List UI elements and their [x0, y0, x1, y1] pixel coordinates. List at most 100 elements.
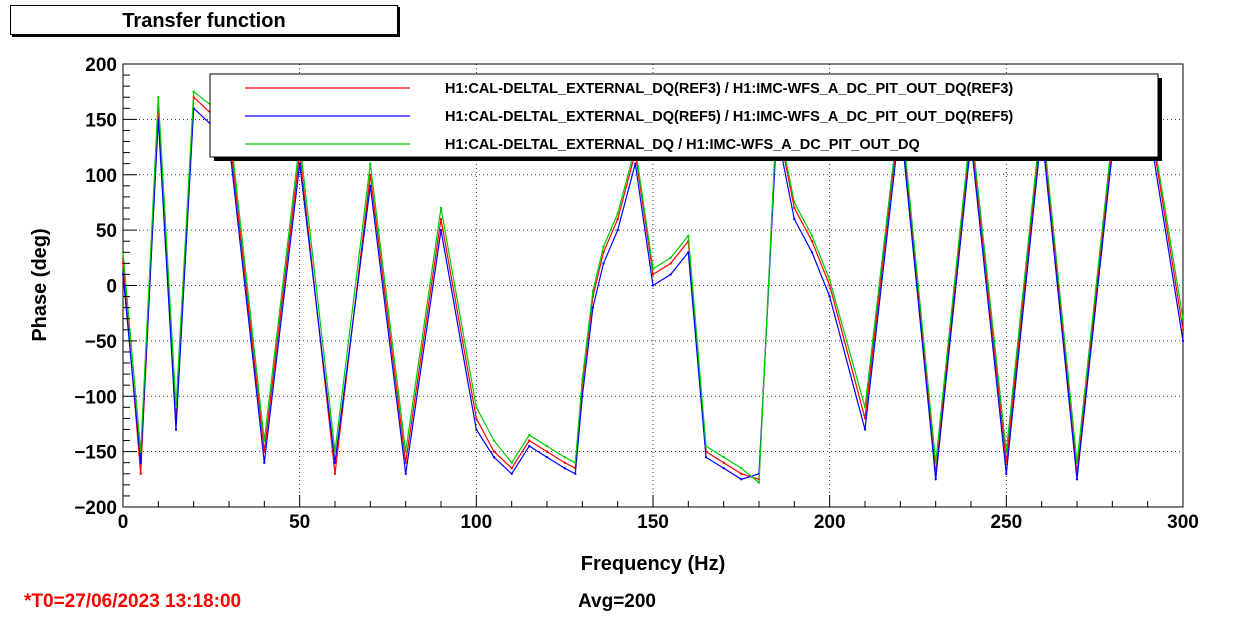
series-2-point	[722, 456, 725, 459]
series-1-point	[1005, 472, 1008, 475]
t0-timestamp: *T0=27/06/2023 13:18:00	[24, 591, 242, 612]
axis-layer: 0 50 100 150 200 250 300 −200 −150 −100 −50 0 50 100 1…	[74, 55, 1199, 533]
series-2-point	[157, 96, 160, 99]
x-tick-label: 150	[637, 512, 669, 533]
x-tick-label: 100	[460, 512, 492, 533]
series-2-point	[591, 289, 595, 293]
series-0-point	[563, 461, 566, 464]
x-axis-label: Frequency (Hz)	[581, 553, 725, 575]
series-0-point	[528, 439, 531, 442]
series-0-point	[793, 206, 796, 210]
series-2-point	[439, 206, 443, 210]
y-tick-label: −150	[74, 443, 117, 464]
series-0-point	[810, 240, 814, 243]
series-1-point	[563, 467, 566, 470]
series-0-point	[545, 450, 549, 453]
series-2-point	[793, 201, 796, 204]
y-tick-label: 150	[85, 110, 117, 131]
series-0-point	[1181, 328, 1185, 331]
series-2-point	[669, 256, 672, 259]
series-2-point	[492, 439, 496, 442]
series-0-point	[651, 273, 655, 276]
series-1-point	[704, 456, 708, 459]
series-2-point	[602, 245, 605, 248]
series-1-point	[934, 478, 937, 481]
series-1-point	[669, 273, 672, 276]
series-0-point	[439, 217, 443, 221]
series-0-point	[616, 217, 619, 221]
series-1-point	[574, 472, 577, 475]
series-1-point	[174, 428, 178, 431]
series-0-point	[510, 467, 513, 470]
series-0-point	[475, 417, 478, 420]
series-1-point	[651, 284, 655, 287]
legend-label-ref5: H1:CAL-DELTAL_EXTERNAL_DQ(REF5) / H1:IMC…	[445, 109, 1013, 125]
series-2-point	[404, 450, 407, 453]
legend-label-ref3: H1:CAL-DELTAL_EXTERNAL_DQ(REF3) / H1:IMC…	[445, 81, 1013, 97]
series-2-point	[616, 212, 619, 215]
series-0-point	[722, 461, 725, 464]
series-1-point	[528, 444, 531, 448]
series-2-point	[1005, 450, 1008, 453]
y-tick-label: 50	[96, 221, 117, 242]
series-1-point	[298, 162, 301, 165]
series-0-point	[492, 450, 496, 453]
series-1-point	[475, 428, 478, 431]
y-tick-label: −200	[74, 498, 117, 519]
series-2-point	[574, 461, 577, 464]
series-2-point	[687, 234, 690, 237]
series-1-point	[722, 467, 725, 470]
x-tick-label: 250	[990, 512, 1022, 533]
series-2-point	[192, 90, 195, 93]
series-1-point	[439, 228, 443, 232]
series-2-point	[139, 450, 142, 453]
series-2-point	[828, 278, 831, 282]
series-1-point	[139, 461, 142, 464]
legend-shadow-right	[1158, 78, 1162, 161]
series-1-point	[602, 262, 605, 265]
series-2-point	[369, 162, 372, 165]
y-tick-label: −50	[85, 332, 117, 353]
series-1-point	[740, 478, 743, 481]
x-tick-label: 50	[289, 512, 310, 533]
series-1-point	[634, 162, 637, 165]
y-tick-label: 100	[85, 166, 117, 187]
series-2-point	[263, 439, 266, 442]
x-tick-label: 0	[118, 512, 129, 533]
series-2-point	[545, 444, 549, 448]
series-1-point	[793, 217, 796, 221]
y-tick-label: 200	[85, 55, 117, 76]
chart-title-box: Transfer function	[10, 5, 398, 35]
series-1-point	[828, 295, 831, 298]
series-2-point	[510, 461, 513, 464]
average-count: Avg=200	[578, 591, 656, 612]
series-1-point	[510, 472, 513, 475]
series-1-point	[1075, 478, 1079, 481]
series-2-point	[1181, 317, 1185, 320]
series-2-point	[810, 234, 814, 237]
series-2-point	[651, 267, 655, 271]
series-0-point	[828, 284, 831, 287]
series-0-point	[740, 472, 743, 475]
series-0-point	[333, 472, 337, 475]
legend-shadow-bottom	[214, 157, 1162, 161]
y-axis-label: Phase (deg)	[29, 228, 51, 341]
chart-title: Transfer function	[122, 10, 286, 32]
series-1-point	[492, 456, 496, 459]
series-2-point	[581, 378, 584, 381]
y-tick-label: −100	[74, 387, 117, 408]
series-2-point	[934, 461, 937, 464]
series-0-point	[404, 461, 407, 464]
series-1-point	[581, 395, 584, 398]
series-2-point	[333, 450, 337, 453]
series-1-point	[263, 461, 266, 464]
series-2-point	[528, 433, 531, 437]
series-0-point	[139, 472, 142, 475]
series-1-point	[333, 461, 337, 464]
series-2-point	[475, 406, 478, 409]
series-2-point	[704, 444, 708, 448]
series-0-point	[369, 173, 372, 176]
series-1-point	[810, 251, 814, 254]
series-2-point	[757, 481, 761, 484]
